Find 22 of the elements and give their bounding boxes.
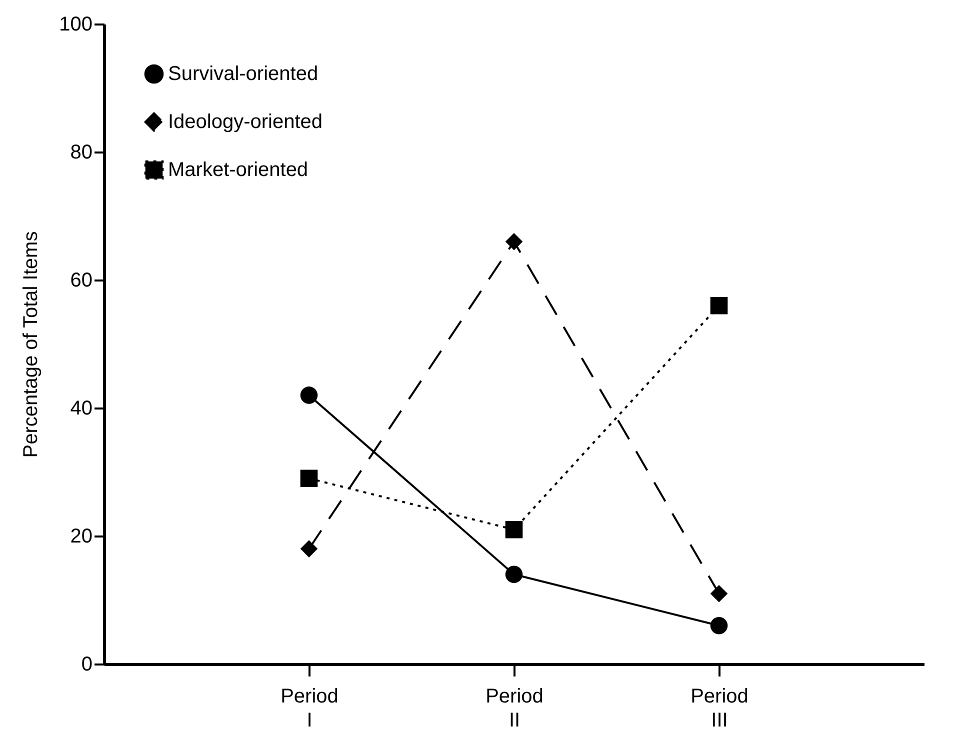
y-axis-title: Percentage of Total Items (20, 231, 42, 458)
y-tick-label: 40 (70, 398, 92, 420)
point (710, 584, 728, 602)
y-tick-label: 100 (59, 14, 92, 36)
legend-label: Ideology-oriented (168, 111, 323, 133)
y-tick-label: 0 (81, 654, 92, 676)
legend-label: Market-oriented (168, 159, 308, 181)
x-tick-label: Period III (690, 686, 748, 732)
x-tick-label: Period I (280, 686, 338, 732)
point (710, 616, 728, 634)
y-tick-label: 20 (70, 526, 92, 548)
legend-label: Survival-oriented (168, 63, 318, 85)
x-tick-label: Period II (486, 686, 544, 732)
point (505, 520, 523, 538)
point (710, 296, 728, 314)
point (300, 386, 318, 404)
y-tick-label: 80 (70, 142, 92, 164)
point (300, 470, 318, 488)
point (505, 566, 523, 584)
point (300, 540, 318, 558)
point (505, 232, 523, 250)
y-tick-label: 60 (70, 270, 92, 292)
